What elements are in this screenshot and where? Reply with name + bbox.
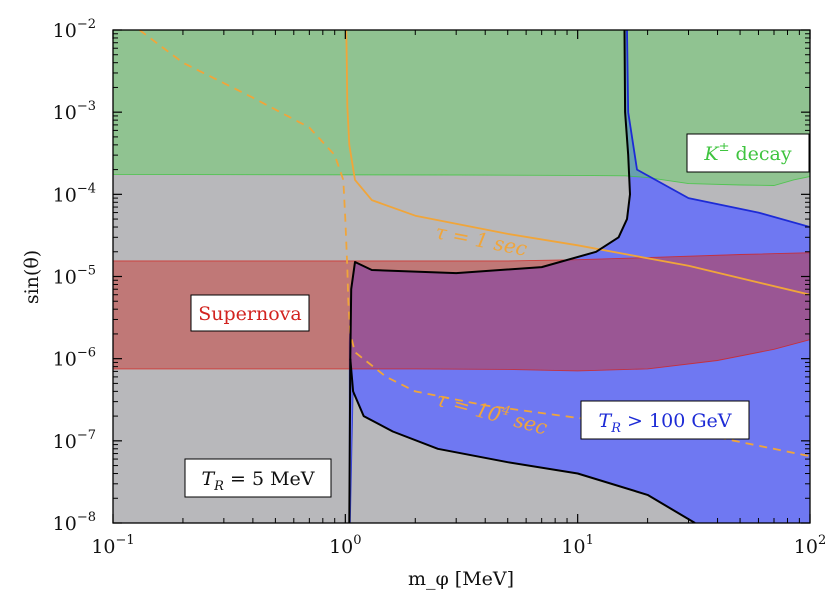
x-tick-label: 101 <box>561 533 593 558</box>
y-tick-label: 10−2 <box>53 17 96 42</box>
y-tick-label: 10−5 <box>53 264 96 289</box>
line-10-sec <box>138 30 810 458</box>
label-text: K± decay <box>703 140 792 165</box>
lines-layer <box>138 30 810 523</box>
label-box <box>580 400 750 440</box>
label-box <box>686 133 810 173</box>
x-axis-label: m_φ [MeV] <box>408 568 514 590</box>
y-tick-label: 10−8 <box>53 510 96 535</box>
label-t-r-100-gev: TR > 100 GeV <box>580 400 750 440</box>
y-tick-label: 10−4 <box>53 181 96 206</box>
label-k-decay: K± decay <box>686 133 810 173</box>
label-text: TR > 100 GeV <box>599 410 732 436</box>
y-axis-label: sin(θ) <box>21 250 43 304</box>
line-boundary <box>348 30 631 523</box>
y-tick-label: 10−3 <box>53 99 96 124</box>
y-tick-label: 10−6 <box>53 346 96 371</box>
region-supernova <box>113 252 810 372</box>
label-box <box>184 458 332 498</box>
x-tick-label: 102 <box>794 533 826 558</box>
ticks-layer: 10−1 100 101 102 10−8 10−7 10−6 10−5 10−4 10−3 10−… <box>53 17 827 558</box>
x-tick-label: 100 <box>329 533 361 558</box>
label-t-r-5-mev: TR = 5 MeV <box>184 458 332 498</box>
label-supernova: Supernova <box>190 294 310 332</box>
label-text: TR = 5 MeV <box>201 468 314 494</box>
line-boundary-lower <box>349 358 696 523</box>
region-k-decay <box>113 30 810 186</box>
label-box <box>190 294 310 332</box>
line-k-boundary <box>626 30 810 228</box>
x-tick-label: 10−1 <box>91 533 134 558</box>
y-tick-label: 10−7 <box>53 428 96 453</box>
label-text: Supernova <box>198 303 301 325</box>
regions-layer <box>113 30 810 523</box>
line-1-sec <box>345 30 810 296</box>
